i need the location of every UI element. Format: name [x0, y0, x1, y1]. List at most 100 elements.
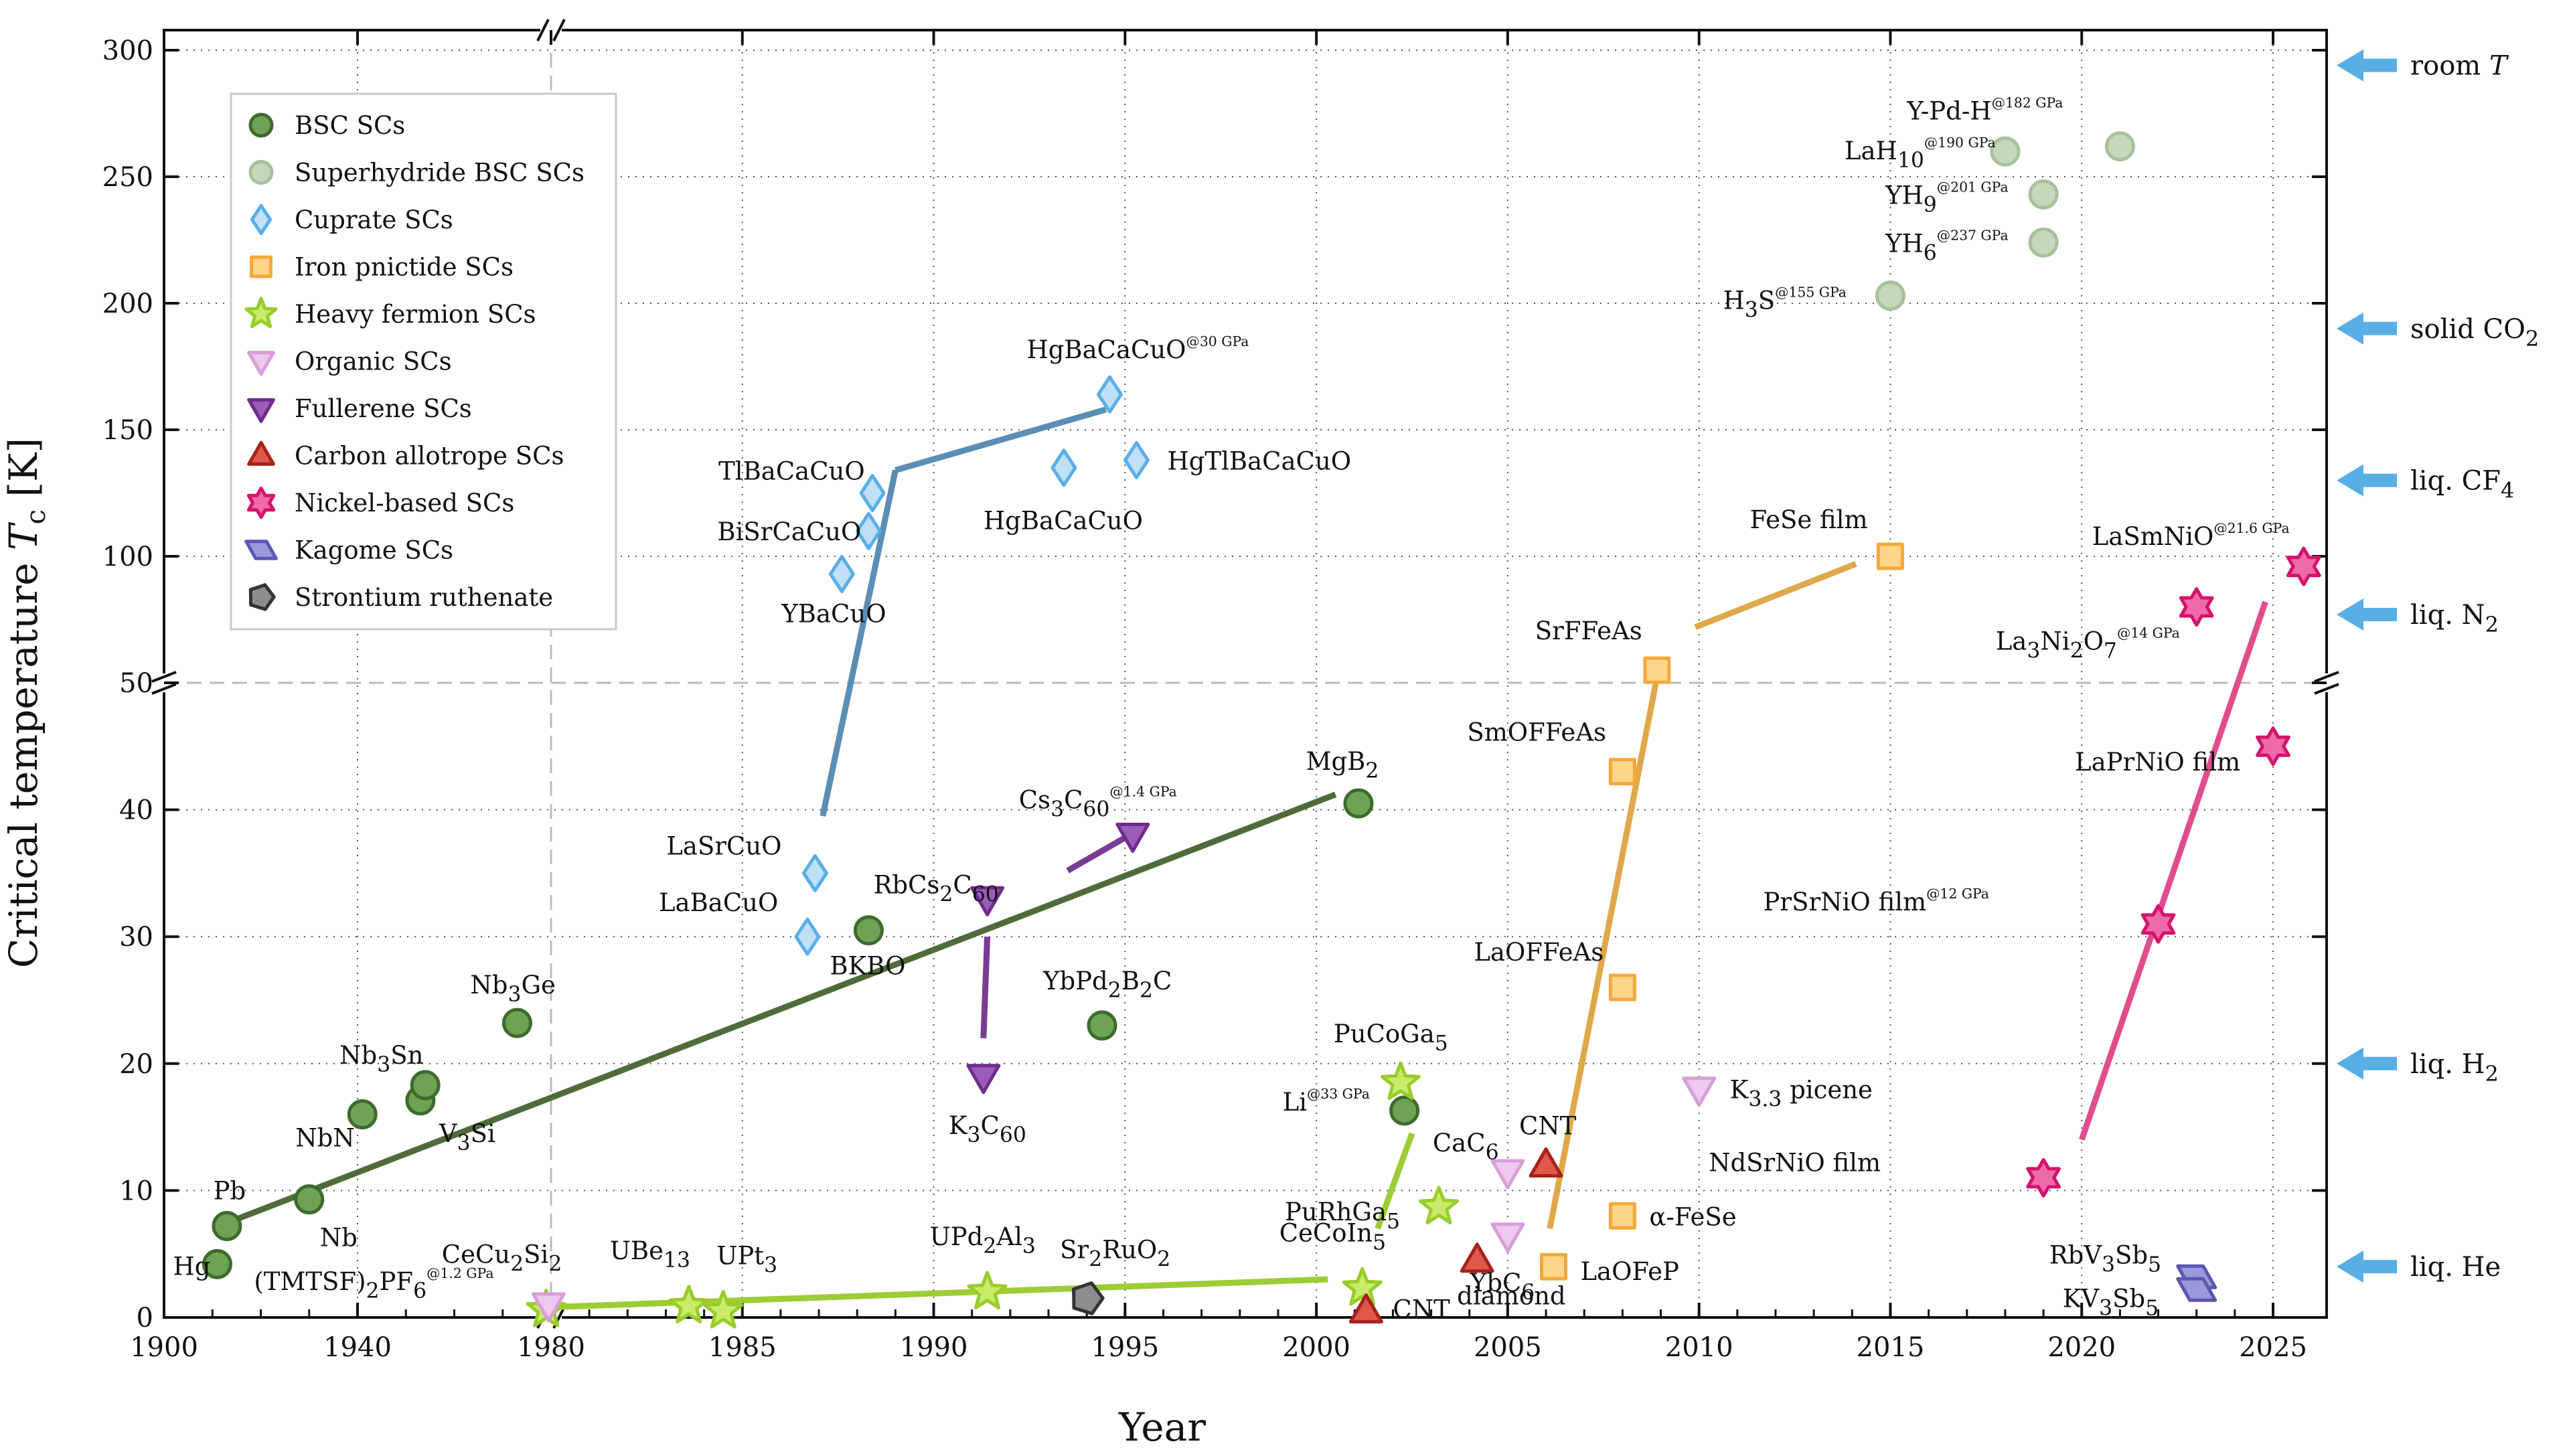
x-tick-label-1980: 1980 [517, 1332, 585, 1363]
point-superhydride-bsc-scs-lah10-190-gpa [1990, 136, 2021, 167]
x-tick-label-1940: 1940 [323, 1332, 392, 1363]
legend-marker-iron-pnictide-scs [250, 255, 272, 278]
label-ybc6: YbC6 [1470, 1269, 1535, 1305]
label-nb: Nb [320, 1224, 358, 1252]
y-tick-label-20: 20 [119, 1049, 153, 1080]
label-smoffeas: SmOFFeAs [1467, 718, 1606, 747]
point-superhydride-bsc-scs-yh9-201-gpa [2028, 179, 2059, 210]
legend-marker-nickel-based-scs [246, 486, 276, 519]
arrow-room-t [2337, 49, 2397, 82]
legend-marker-fullerene-scs [247, 398, 275, 423]
label-rbv3sb5: RbV3Sb5 [2049, 1240, 2161, 1277]
legend-label-kagome-scs: Kagome SCs [295, 536, 453, 565]
ref-label-solid-co2: solid CO2 [2410, 314, 2539, 351]
label-k3-3-picene: K3.3 picene [1730, 1076, 1873, 1112]
legend-marker-kagome-scs [244, 540, 278, 560]
legend-label-carbon-allotrope-scs: Carbon allotrope SCs [295, 442, 564, 471]
point-bsc-scs-ybpd2b2c [1087, 1010, 1117, 1041]
point-heavy-fermion-scs-ube13 [668, 1285, 709, 1323]
arrow-liq-h2 [2337, 1047, 2397, 1080]
legend-marker-superhydride-bsc-scs [248, 160, 274, 185]
ref-label-room-t: room T [2410, 51, 2509, 82]
label-k3c60: K3C60 [949, 1111, 1026, 1147]
point-nickel-based-scs-laprnio-film [2256, 726, 2290, 766]
label-cecoin5: CeCoIn5 [1279, 1218, 1386, 1255]
point-cuprate-scs-ybacuo [828, 555, 855, 593]
label-laofep: LaOFeP [1580, 1257, 1679, 1286]
legend-label-nickel-based-scs: Nickel-based SCs [295, 489, 514, 517]
point-superhydride-bsc-scs-y-pd-h-182-gpa [2104, 131, 2135, 162]
label-cnt: CNT [1393, 1295, 1450, 1324]
y-tick-label-300: 300 [102, 35, 153, 66]
label-yh9-201-gpa: YH9@201 GPa [1885, 179, 2009, 217]
label-pucoga5: PuCoGa5 [1334, 1020, 1448, 1056]
y-break-left-mark-a [151, 671, 177, 683]
y-tick-label-40: 40 [119, 795, 153, 826]
ref-label-liq-h2: liq. H2 [2410, 1049, 2499, 1086]
label-bisrcacuo: BiSrCaCuO [717, 517, 861, 546]
point-organic-scs-cac6 [1490, 1159, 1525, 1190]
label-kv3sb5: KV3Sb5 [2063, 1284, 2159, 1320]
legend-marker-organic-scs [247, 351, 275, 376]
point-nickel-based-scs-lasmnio-21-6-gpa [2286, 546, 2321, 586]
label-cnt: CNT [1519, 1111, 1577, 1140]
point-iron-pnictide-scs-laofep [1540, 1252, 1567, 1281]
label-y-pd-h-182-gpa: Y-Pd-H@182 GPa [1906, 95, 2063, 126]
point-organic-scs-ybc6 [1490, 1222, 1525, 1253]
point-carbon-allotrope-scs-cnt [1529, 1147, 1563, 1178]
label-nbn: NbN [295, 1124, 354, 1153]
x-break-top-mark-a [536, 19, 550, 42]
legend-label-fullerene-scs: Fullerene SCs [295, 394, 472, 423]
point-heavy-fermion-scs-cecoin5 [1342, 1267, 1383, 1306]
trend-line-heavy-fermion-scs-4 [1375, 1132, 1415, 1230]
y-axis-title: Critical temperature Tc [K] [1, 438, 52, 968]
legend-marker-strontium-ruthenate [248, 583, 276, 611]
label-laprnio-film: LaPrNiO film [2075, 748, 2240, 777]
x-tick-label-1995: 1995 [1091, 1332, 1159, 1363]
legend-label-organic-scs: Organic SCs [295, 347, 452, 376]
x-tick-label-1990: 1990 [900, 1332, 968, 1363]
arrow-liq-n2 [2337, 598, 2397, 631]
label-prsrnio-film-12-gpa: PrSrNiO film@12 GPa [1764, 886, 1989, 916]
label-nb3ge: Nb3Ge [470, 971, 556, 1007]
y-break-right-mark-b [2314, 683, 2339, 695]
legend-label-bsc-scs: BSC SCs [295, 111, 405, 140]
label-ybpd2b2c: YbPd2B2C [1042, 967, 1172, 1003]
label-laoffeas: LaOFFeAs [1474, 938, 1604, 967]
label-fese: α-FeSe [1649, 1202, 1736, 1231]
point-bsc-scs-mgb2 [1343, 788, 1374, 819]
ref-label-liq-n2: liq. N2 [2410, 600, 2499, 637]
label-srffeas: SrFFeAs [1535, 617, 1642, 645]
point-organic-scs-k3-3-picene [1682, 1076, 1717, 1107]
trend-line-fullerene-scs-5 [980, 937, 991, 1039]
trend-line-cuprate-scs-2 [894, 406, 1107, 473]
point-superhydride-bsc-scs-h3s-155-gpa [1875, 280, 1905, 311]
x-tick-label-2005: 2005 [1474, 1332, 1542, 1363]
point-heavy-fermion-scs-upt3 [703, 1290, 744, 1329]
point-iron-pnictide-scs-srffeas [1643, 656, 1671, 684]
y-tick-label-100: 100 [102, 542, 153, 572]
label-hg: Hg [173, 1252, 210, 1281]
legend-marker-cuprate-scs [250, 204, 272, 236]
legend-label-iron-pnictide-scs: Iron pnictide SCs [295, 253, 514, 282]
label-fese-film: FeSe film [1749, 505, 1867, 534]
label-rbcs2c60: RbCs2C60 [874, 870, 999, 906]
trend-line-iron-pnictide-scs-7 [1547, 657, 1664, 1230]
legend-marker-carbon-allotrope-scs [247, 440, 275, 466]
point-superhydride-bsc-scs-yh6-237-gpa [2028, 227, 2059, 258]
label-pb: Pb [214, 1176, 246, 1205]
point-iron-pnictide-scs-smoffeas [1608, 758, 1636, 786]
point-cuprate-scs-hgbacacuo [1050, 449, 1077, 487]
arrow-liq-he [2337, 1250, 2397, 1283]
point-bsc-scs-nb [294, 1184, 325, 1215]
x-break-top-mark-b [552, 19, 566, 42]
point-strontium-ruthenate-sr2ruo2 [1072, 1281, 1105, 1315]
legend-label-strontium-ruthenate: Strontium ruthenate [295, 583, 553, 612]
label-ube13: UBe13 [610, 1236, 690, 1273]
label-cecu2si2: CeCu2Si2 [442, 1240, 562, 1277]
label-lasmnio-21-6-gpa: LaSmNiO@21.6 GPa [2092, 520, 2290, 551]
label-mgb2: MgB2 [1306, 747, 1379, 783]
y-tick-label-200: 200 [102, 289, 153, 319]
